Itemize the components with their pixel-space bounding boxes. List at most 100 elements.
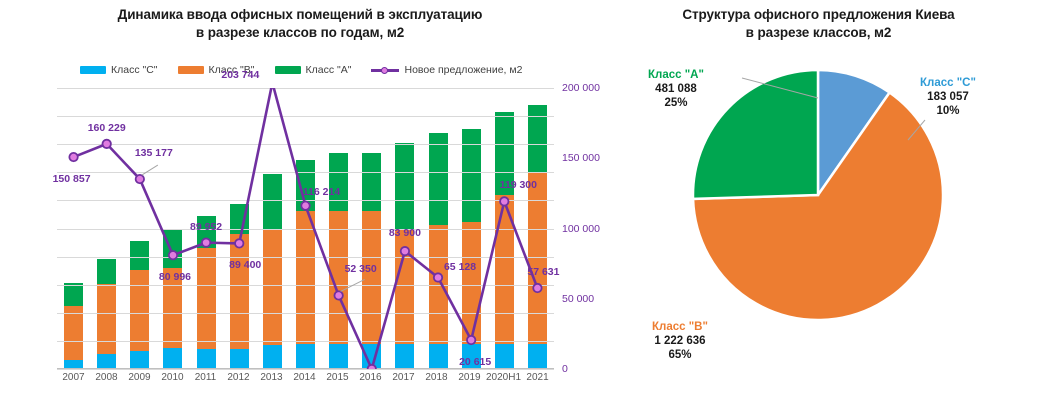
legend-class-b[interactable]: Класс "B" bbox=[177, 64, 255, 76]
x-axis-tick: 2010 bbox=[161, 372, 184, 383]
bar-segment bbox=[528, 172, 548, 344]
line-point-label: 116 214 bbox=[302, 185, 341, 198]
bar-segment bbox=[528, 344, 548, 369]
bar-segment bbox=[329, 210, 349, 345]
y-gridline bbox=[57, 228, 554, 230]
stacked-bar[interactable] bbox=[461, 129, 481, 369]
pie-label-value: 481 088 bbox=[655, 83, 697, 95]
pie-label-value: 183 057 bbox=[927, 91, 969, 103]
bar-segment bbox=[97, 283, 117, 354]
pie-label-value: 1 222 636 bbox=[654, 335, 706, 347]
stacked-bar[interactable] bbox=[494, 112, 514, 369]
x-axis-tick: 2007 bbox=[62, 372, 85, 383]
line-point-label: 150 857 bbox=[52, 173, 91, 186]
y-gridline bbox=[57, 88, 554, 89]
legend-item-label: Класс "B" bbox=[208, 64, 255, 76]
bar-segment bbox=[362, 344, 382, 369]
x-axis-tick: 2021 bbox=[526, 372, 549, 383]
stacked-bar[interactable] bbox=[362, 152, 382, 369]
bar-segment bbox=[395, 344, 415, 369]
stacked-bar[interactable] bbox=[64, 282, 84, 369]
bar-segment bbox=[296, 344, 316, 369]
pie-label-class-b: Класс "B" 1 222 636 65% bbox=[652, 320, 708, 362]
y-axis-right-tick: 50 000 bbox=[562, 292, 595, 305]
bar-segment bbox=[395, 142, 415, 229]
legend-item-label: Новое предложение, м2 bbox=[404, 64, 523, 76]
x-axis-tick: 2017 bbox=[392, 372, 415, 383]
pie-slice[interactable] bbox=[816, 68, 892, 199]
y-gridline bbox=[57, 172, 554, 174]
stacked-bar[interactable] bbox=[196, 216, 216, 369]
stacked-bar[interactable] bbox=[130, 240, 150, 369]
legend-class-c[interactable]: Класс "C" bbox=[80, 64, 158, 76]
bar-segment bbox=[262, 229, 282, 345]
line-point-label: 160 229 bbox=[87, 121, 126, 134]
pie-label-percent: 65% bbox=[668, 349, 692, 361]
pie-slice[interactable] bbox=[691, 68, 820, 201]
y-gridline bbox=[57, 256, 554, 258]
pie-chart-wrap: Класс "A" 481 088 25% Класс "C" 183 057 10% Кл… bbox=[600, 0, 1037, 401]
x-axis-tick: 2014 bbox=[293, 372, 316, 383]
pie-leader-line bbox=[907, 119, 926, 141]
line-point-label: 57 631 bbox=[527, 266, 560, 279]
bar-segment bbox=[296, 211, 316, 344]
x-axis-tick: 2011 bbox=[194, 372, 217, 383]
bar-segment bbox=[362, 152, 382, 211]
stacked-bar[interactable] bbox=[428, 132, 448, 369]
legend-class-a[interactable]: Класс "A" bbox=[274, 64, 351, 76]
right-chart-title-line2: в разрезе классов, м2 bbox=[745, 25, 892, 40]
bar-segment bbox=[196, 349, 216, 369]
y-gridline bbox=[57, 369, 554, 370]
pie-label-class: Класс "A" bbox=[648, 69, 704, 81]
stacked-bar[interactable] bbox=[262, 174, 282, 369]
right-chart-title-line1: Структура офисного предложения Киева bbox=[682, 7, 955, 22]
stacked-bar[interactable] bbox=[163, 230, 183, 369]
pie-chart-panel: Структура офисного предложения Киева в р… bbox=[600, 0, 1037, 401]
legend-item-label: Класс "C" bbox=[111, 64, 158, 76]
bar-segment bbox=[97, 353, 117, 369]
bar-segment bbox=[461, 222, 481, 344]
bar-segment bbox=[262, 344, 282, 369]
bar-segment bbox=[64, 282, 84, 306]
bar-segment bbox=[428, 132, 448, 226]
bar-segment bbox=[329, 344, 349, 369]
pie-label-class-c: Класс "C" 183 057 10% bbox=[920, 76, 976, 118]
x-axis-tick: 2016 bbox=[359, 372, 382, 383]
line-point-label: 80 996 bbox=[158, 271, 192, 284]
bar-segment bbox=[262, 174, 282, 230]
bar-segment bbox=[229, 348, 249, 369]
left-chart-title: Динамика ввода офисных помещений в экспл… bbox=[0, 6, 600, 42]
bar-segment bbox=[163, 348, 183, 369]
bar-segment bbox=[494, 344, 514, 369]
pie-label-percent: 10% bbox=[936, 105, 960, 117]
y-gridline bbox=[57, 340, 554, 342]
x-axis-tick: 2009 bbox=[128, 372, 151, 383]
left-chart-title-line2: в разрезе классов по годам, м2 bbox=[195, 25, 405, 40]
legend-line-marker-icon bbox=[371, 65, 400, 75]
bar-segment bbox=[130, 240, 150, 270]
pie-label-class-a: Класс "A" 481 088 25% bbox=[648, 68, 704, 110]
x-axis-tick: 2019 bbox=[458, 372, 481, 383]
bar-segment bbox=[395, 228, 415, 344]
legend-new-supply[interactable]: Новое предложение, м2 bbox=[371, 64, 522, 76]
y-gridline bbox=[57, 144, 554, 146]
x-axis-tick: 2008 bbox=[95, 372, 118, 383]
line-point-label: 89 400 bbox=[229, 259, 262, 272]
line-point-label: 119 300 bbox=[499, 179, 537, 192]
legend-color-swatch bbox=[274, 66, 301, 74]
x-axis-tick-labels: 2007 2008 2009 2010 2011 2012 2013 2014 2015 2016… bbox=[57, 372, 554, 388]
x-axis-tick: 2013 bbox=[260, 372, 283, 383]
y-gridline bbox=[57, 284, 554, 286]
left-chart-plot-area bbox=[57, 88, 554, 370]
bar-segment bbox=[329, 152, 349, 211]
pie-label-class: Класс "C" bbox=[920, 77, 976, 89]
y-gridline bbox=[57, 200, 554, 202]
line-point-label: 203 744 bbox=[221, 68, 260, 81]
pie-label-class: Класс "B" bbox=[652, 321, 708, 333]
left-chart-title-line1: Динамика ввода офисных помещений в экспл… bbox=[117, 7, 483, 22]
y-gridline bbox=[57, 116, 554, 118]
pie-slice[interactable] bbox=[691, 90, 945, 322]
x-axis-tick: 2018 bbox=[425, 372, 448, 383]
bar-segment bbox=[428, 344, 448, 369]
